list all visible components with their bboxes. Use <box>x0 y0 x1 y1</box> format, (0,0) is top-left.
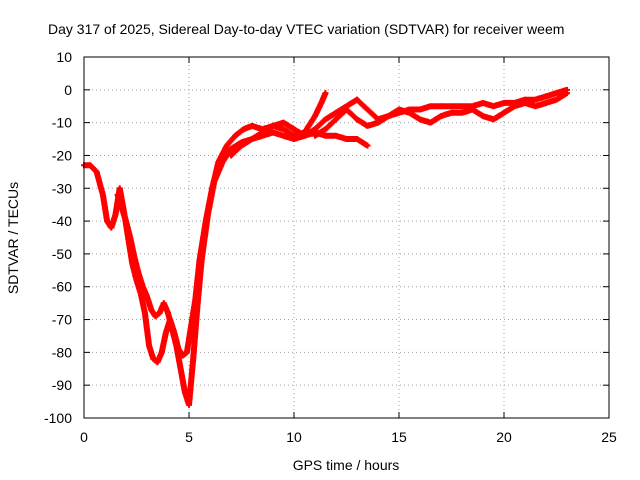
y-tick-label: -100 <box>44 410 72 426</box>
y-tick-label: -70 <box>52 312 72 328</box>
data-point <box>564 90 570 97</box>
y-tick-label: -80 <box>52 344 72 360</box>
plot-frame <box>83 56 610 419</box>
data-point-run <box>211 160 225 184</box>
data-point-run <box>220 147 234 164</box>
data-point-run <box>186 357 197 407</box>
data-point-run <box>153 310 162 319</box>
axes: 0 5 10 15 20 25-100-90-80-70-60-50-40-30-20-1… <box>44 49 617 445</box>
x-tick-label: 10 <box>286 429 302 445</box>
y-tick-label: -90 <box>52 377 72 393</box>
y-axis-label: SDTVAR / TECUs <box>5 182 21 294</box>
chart-title: Day 317 of 2025, Sidereal Day-to-day VTE… <box>48 21 564 37</box>
x-tick-label: 5 <box>185 429 193 445</box>
data-point-run <box>205 180 217 217</box>
x-tick-label: 0 <box>80 429 88 445</box>
y-tick-label: -10 <box>52 115 72 131</box>
series-arc-4 <box>312 90 570 139</box>
x-tick-label: 20 <box>496 429 512 445</box>
data-point <box>322 90 329 97</box>
y-tick-label: -20 <box>52 147 72 163</box>
x-axis-label: GPS time / hours <box>293 457 400 473</box>
data-point-run <box>216 143 230 164</box>
data-point-run <box>355 97 370 112</box>
data-point-run <box>190 304 201 361</box>
y-tick-label: -40 <box>52 213 72 229</box>
series-arc-3 <box>228 86 570 159</box>
y-tick-label: -30 <box>52 180 72 196</box>
x-tick-label: 25 <box>601 429 617 445</box>
data-point-run <box>142 311 152 348</box>
data-point-run <box>302 114 318 135</box>
y-tick-label: -50 <box>52 246 72 262</box>
data-point-run <box>198 213 211 262</box>
data-point-run <box>194 259 205 308</box>
y-tick-label: -60 <box>52 279 72 295</box>
data-point-run <box>180 350 189 358</box>
grid <box>84 57 609 418</box>
data-point <box>364 142 371 149</box>
data-points <box>81 86 570 408</box>
y-tick-label: 0 <box>64 82 72 98</box>
y-tick-label: 10 <box>56 49 72 65</box>
x-tick-label: 15 <box>391 429 407 445</box>
